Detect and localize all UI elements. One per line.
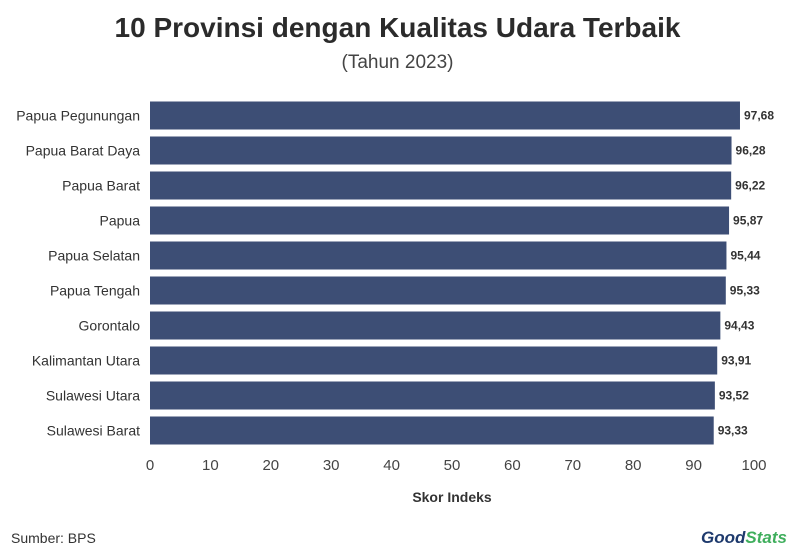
bar-chart: Papua Pegunungan 97,68 Papua Barat Daya 96,…: [16, 101, 774, 505]
x-tick-label: 50: [444, 457, 461, 474]
x-axis-title: Skor Indeks: [412, 489, 492, 505]
x-tick-label: 30: [323, 457, 340, 474]
value-label: 96,22: [735, 179, 765, 193]
goodstats-logo: GoodStats: [701, 528, 787, 548]
category-label: Papua Selatan: [48, 248, 140, 264]
value-label: 93,33: [718, 424, 748, 438]
bar: [150, 416, 714, 445]
chart-subtitle: (Tahun 2023): [341, 52, 454, 73]
category-label: Sulawesi Barat: [47, 423, 140, 439]
source-note: Sumber: BPS: [11, 530, 96, 546]
x-tick-label: 20: [262, 457, 279, 474]
value-label: 95,87: [733, 214, 763, 228]
value-label: 95,44: [730, 249, 760, 263]
x-tick-label: 80: [625, 457, 642, 474]
value-label: 97,68: [744, 109, 774, 123]
logo-part-good: Good: [701, 528, 746, 547]
x-tick-label: 70: [564, 457, 581, 474]
value-label: 95,33: [730, 284, 760, 298]
bar: [150, 101, 740, 130]
bar: [150, 241, 727, 270]
value-label: 96,28: [736, 144, 766, 158]
category-label: Gorontalo: [79, 318, 141, 334]
value-label: 94,43: [724, 319, 754, 333]
bar: [150, 346, 718, 375]
category-label: Papua: [100, 213, 141, 229]
x-tick-label: 90: [685, 457, 702, 474]
x-tick-label: 60: [504, 457, 521, 474]
category-label: Kalimantan Utara: [32, 353, 140, 369]
logo-part-stats: Stats: [745, 528, 787, 547]
x-tick-label: 100: [741, 457, 766, 474]
value-label: 93,91: [721, 354, 751, 368]
x-tick-label: 0: [146, 457, 154, 474]
category-label: Papua Tengah: [50, 283, 140, 299]
bar: [150, 171, 732, 200]
x-tick-label: 40: [383, 457, 400, 474]
bar: [150, 206, 730, 235]
chart-title: 10 Provinsi dengan Kualitas Udara Terbai…: [114, 12, 681, 43]
value-label: 93,52: [719, 389, 749, 403]
bar: [150, 381, 715, 410]
category-label: Papua Barat Daya: [26, 143, 141, 159]
category-label: Papua Pegunungan: [16, 108, 140, 124]
category-label: Papua Barat: [62, 178, 140, 194]
bar: [150, 276, 726, 305]
category-label: Sulawesi Utara: [46, 388, 140, 404]
x-tick-label: 10: [202, 457, 219, 474]
bar: [150, 311, 721, 340]
bar: [150, 136, 732, 165]
